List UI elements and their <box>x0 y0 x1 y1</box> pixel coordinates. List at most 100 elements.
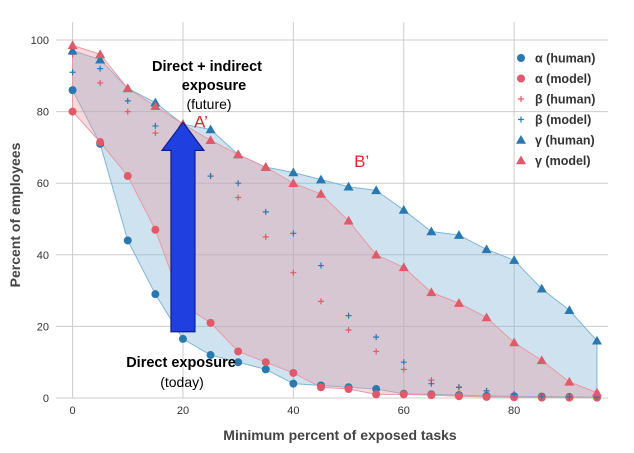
point-alpha-model-55 <box>372 390 381 399</box>
y-axis-label: Percent of employees <box>7 142 23 287</box>
point-beta-model-45 <box>317 262 324 269</box>
legend-label-beta-model: β (model) <box>535 113 591 127</box>
point-gamma-human-60 <box>398 205 409 214</box>
point-gamma-model-75 <box>481 312 492 322</box>
point-gamma-human-85 <box>536 283 547 293</box>
point-beta-model-0 <box>69 69 76 76</box>
x-tick-0: 0 <box>69 405 75 417</box>
future-title-line1: Direct + indirect <box>152 59 262 75</box>
point-alpha-model-70 <box>454 392 463 401</box>
legend-label-gamma-human: γ (human) <box>535 134 595 148</box>
today-title: Direct exposure <box>126 355 236 371</box>
point-gamma-human-80 <box>509 255 520 264</box>
point-alpha-human-25 <box>206 351 215 360</box>
point-gamma-model-0 <box>67 40 78 50</box>
point-alpha-human-30 <box>234 358 243 367</box>
point-beta-model-15 <box>152 122 159 129</box>
point-alpha-human-35 <box>261 365 270 374</box>
point-gamma-human-45 <box>315 174 326 184</box>
point-gamma-model-55 <box>371 249 382 259</box>
point-gamma-human-75 <box>481 244 492 254</box>
y-tick-80: 80 <box>37 107 49 119</box>
b-prime-label: B’ <box>354 152 369 171</box>
point-gamma-model-10 <box>122 83 133 93</box>
point-gamma-human-70 <box>453 230 464 239</box>
point-gamma-model-40 <box>288 178 299 187</box>
point-beta-human-30 <box>235 194 242 201</box>
point-beta-model-10 <box>124 97 131 104</box>
point-gamma-model-45 <box>315 188 326 198</box>
a-prime-label: A’ <box>194 113 208 132</box>
legend-marker-alpha-human <box>517 54 525 62</box>
point-gamma-model-35 <box>260 162 271 171</box>
exposure-bands <box>72 44 598 399</box>
future-title-line2: exposure <box>182 78 246 94</box>
point-gamma-human-50 <box>343 181 354 191</box>
point-alpha-model-40 <box>289 368 298 377</box>
point-beta-model-75 <box>483 387 490 394</box>
point-gamma-human-95 <box>591 335 602 345</box>
point-beta-human-5 <box>97 79 104 86</box>
point-beta-model-65 <box>428 380 435 387</box>
point-alpha-human-20 <box>178 334 187 343</box>
point-gamma-model-25 <box>205 135 216 144</box>
point-beta-human-40 <box>290 269 297 276</box>
point-alpha-model-50 <box>344 385 353 394</box>
point-beta-human-60 <box>400 366 407 373</box>
point-alpha-model-35 <box>261 358 270 367</box>
point-gamma-human-5 <box>95 54 106 64</box>
point-alpha-model-10 <box>123 172 132 181</box>
x-tick-40: 40 <box>287 405 299 417</box>
point-alpha-model-25 <box>206 318 215 327</box>
point-beta-model-30 <box>235 180 242 187</box>
point-beta-model-25 <box>207 173 214 180</box>
legend-marker-gamma-human <box>516 135 526 144</box>
point-alpha-human-10 <box>123 236 132 245</box>
point-beta-human-45 <box>317 298 324 305</box>
future-subtitle: (future) <box>186 96 231 112</box>
legend-label-gamma-model: γ (model) <box>535 154 591 168</box>
point-beta-model-50 <box>345 312 352 319</box>
legend-marker-beta-human <box>518 96 524 102</box>
point-gamma-model-5 <box>95 49 106 59</box>
x-tick-20: 20 <box>177 405 189 417</box>
point-beta-model-5 <box>97 65 104 72</box>
point-beta-model-70 <box>455 384 462 391</box>
point-beta-human-55 <box>373 348 380 355</box>
legend-marker-beta-model <box>518 116 524 123</box>
point-alpha-model-5 <box>96 138 105 147</box>
point-alpha-human-40 <box>289 379 298 388</box>
point-gamma-model-60 <box>398 262 409 272</box>
point-gamma-human-40 <box>288 167 299 177</box>
tick-labels: 0 20 40 60 80 0 20 40 60 80 100 <box>31 35 521 417</box>
legend-label-beta-human: β (human) <box>535 93 595 107</box>
point-gamma-human-90 <box>564 305 575 315</box>
point-alpha-model-65 <box>427 391 436 400</box>
point-beta-model-80 <box>511 391 518 398</box>
point-alpha-human-0 <box>68 86 77 95</box>
point-gamma-model-15 <box>150 101 161 110</box>
point-beta-model-90 <box>566 393 573 400</box>
point-gamma-model-65 <box>426 287 437 297</box>
point-gamma-human-55 <box>371 185 382 195</box>
point-beta-human-10 <box>124 108 131 115</box>
point-gamma-model-90 <box>564 376 575 386</box>
y-tick-20: 20 <box>37 321 49 333</box>
series-beta-model <box>69 65 600 401</box>
point-beta-model-55 <box>373 334 380 341</box>
point-alpha-model-45 <box>316 383 325 392</box>
arrow-shape <box>160 121 206 333</box>
y-tick-60: 60 <box>37 178 49 190</box>
point-beta-model-60 <box>400 359 407 366</box>
point-alpha-model-15 <box>151 225 160 234</box>
point-gamma-model-70 <box>453 298 464 307</box>
legend-marker-gamma-model <box>516 155 526 165</box>
legend: α (human) α (model) β (human) β (model) γ (h… <box>516 52 595 168</box>
point-beta-model-40 <box>290 230 297 237</box>
point-gamma-human-0 <box>67 45 78 55</box>
point-gamma-human-65 <box>426 226 437 236</box>
legend-label-alpha-human: α (human) <box>535 52 595 66</box>
point-gamma-human-25 <box>205 124 216 134</box>
point-alpha-model-75 <box>482 392 491 401</box>
